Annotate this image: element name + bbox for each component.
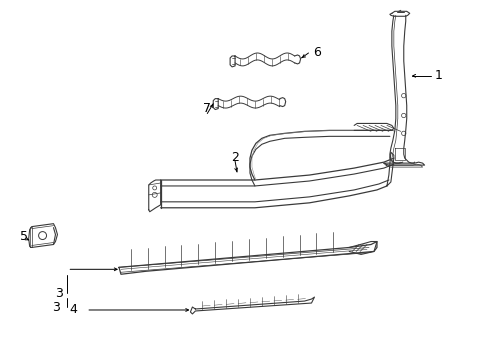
Text: 3: 3: [55, 287, 63, 300]
Text: 2: 2: [231, 151, 239, 164]
Text: 6: 6: [314, 46, 321, 59]
Text: 4: 4: [70, 303, 77, 316]
Text: 7: 7: [203, 102, 211, 115]
Text: 5: 5: [20, 230, 28, 243]
Text: 1: 1: [435, 69, 442, 82]
Text: 3: 3: [52, 301, 60, 314]
